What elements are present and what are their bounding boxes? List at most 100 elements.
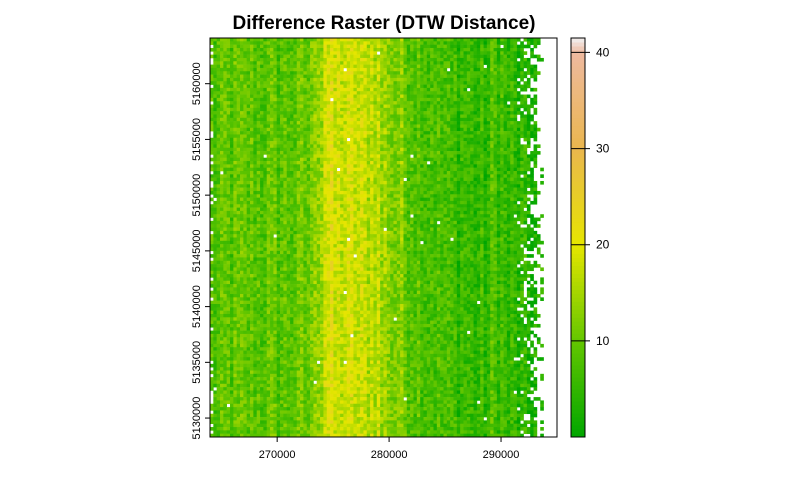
raster-cell (500, 157, 504, 162)
raster-cell (420, 137, 424, 142)
raster-cell (320, 51, 324, 55)
raster-cell (356, 197, 361, 202)
raster-cell (526, 177, 531, 182)
raster-cell (326, 157, 331, 162)
raster-cell (463, 57, 468, 62)
raster-cell (353, 44, 358, 49)
raster-cell (393, 94, 398, 99)
raster-cell (266, 41, 271, 45)
raster-cell (520, 74, 524, 79)
raster-cell (436, 114, 441, 119)
raster-cell (413, 207, 418, 212)
raster-cell (523, 127, 528, 132)
raster-cell (333, 197, 338, 202)
raster-cell (393, 184, 398, 188)
raster-cell (386, 87, 391, 92)
raster-cell (413, 164, 418, 168)
raster-cell (396, 38, 401, 42)
raster-cell (416, 64, 421, 69)
raster-cell (226, 117, 231, 122)
raster-cell (386, 197, 391, 202)
raster-cell (313, 41, 318, 45)
raster-cell (520, 180, 524, 185)
raster-cell (253, 94, 257, 99)
raster-cell (420, 121, 424, 125)
raster-cell (256, 141, 261, 145)
raster-cell (276, 57, 281, 62)
raster-cell (333, 91, 338, 95)
raster-cell (306, 180, 311, 185)
raster-cell (330, 141, 334, 145)
raster-cell (220, 77, 224, 82)
raster-cell (273, 101, 278, 105)
raster-cell (433, 91, 438, 95)
raster-cell (223, 164, 227, 168)
raster-cell (373, 41, 378, 45)
raster-cell (386, 184, 391, 188)
raster-cell (480, 38, 484, 42)
raster-cell (416, 154, 421, 158)
raster-cell (513, 194, 518, 198)
raster-cell (286, 190, 291, 195)
raster-cell (420, 161, 424, 165)
raster-cell (233, 131, 237, 135)
raster-cell (340, 51, 344, 55)
raster-cell (510, 174, 514, 178)
raster-cell (303, 131, 308, 135)
raster-cell (266, 141, 271, 145)
raster-cell (526, 137, 531, 142)
raster-cell (310, 124, 314, 129)
raster-cell (386, 144, 391, 149)
raster-cell (420, 101, 424, 105)
raster-cell (526, 104, 531, 109)
raster-cell (340, 207, 344, 212)
raster-cell (243, 117, 247, 122)
raster-cell (210, 38, 214, 42)
raster-cell (463, 184, 468, 188)
raster-cell (460, 134, 464, 139)
raster-cell (246, 117, 251, 122)
raster-cell (520, 44, 524, 49)
raster-cell (306, 91, 311, 95)
raster-cell (473, 94, 478, 99)
raster-cell (493, 101, 498, 105)
raster-cell (343, 64, 348, 69)
raster-cell (440, 207, 444, 212)
raster-cell (266, 207, 271, 212)
raster-cell (266, 77, 271, 82)
raster-cell (443, 157, 448, 162)
raster-cell (260, 81, 264, 85)
raster-cell (470, 137, 474, 142)
raster-cell (470, 197, 474, 202)
raster-cell (480, 47, 484, 52)
raster-cell (443, 101, 448, 105)
raster-cell (493, 94, 498, 99)
raster-cell (523, 44, 528, 49)
raster-cell (370, 41, 374, 45)
raster-cell (296, 124, 301, 129)
raster-cell (323, 200, 328, 205)
raster-cell (213, 117, 217, 122)
raster-cell (426, 164, 431, 168)
raster-cell (353, 204, 358, 208)
raster-cell (266, 164, 271, 168)
raster-cell (376, 187, 381, 192)
raster-cell (243, 44, 247, 49)
raster-cell (213, 111, 217, 115)
raster-cell (266, 180, 271, 185)
raster-cell (323, 127, 328, 132)
raster-cell (376, 151, 381, 155)
raster-cell (220, 87, 224, 92)
raster-cell (443, 97, 448, 102)
raster-cell (490, 127, 494, 132)
raster-cell (306, 44, 311, 49)
raster-cell (490, 141, 494, 145)
raster-cell (513, 77, 518, 82)
raster-cell (280, 57, 284, 62)
raster-cell (430, 157, 434, 162)
raster-cell (253, 54, 257, 59)
raster-cell (283, 154, 288, 158)
raster-cell (350, 134, 354, 139)
raster-cell (303, 38, 308, 42)
raster-cell (323, 207, 328, 212)
